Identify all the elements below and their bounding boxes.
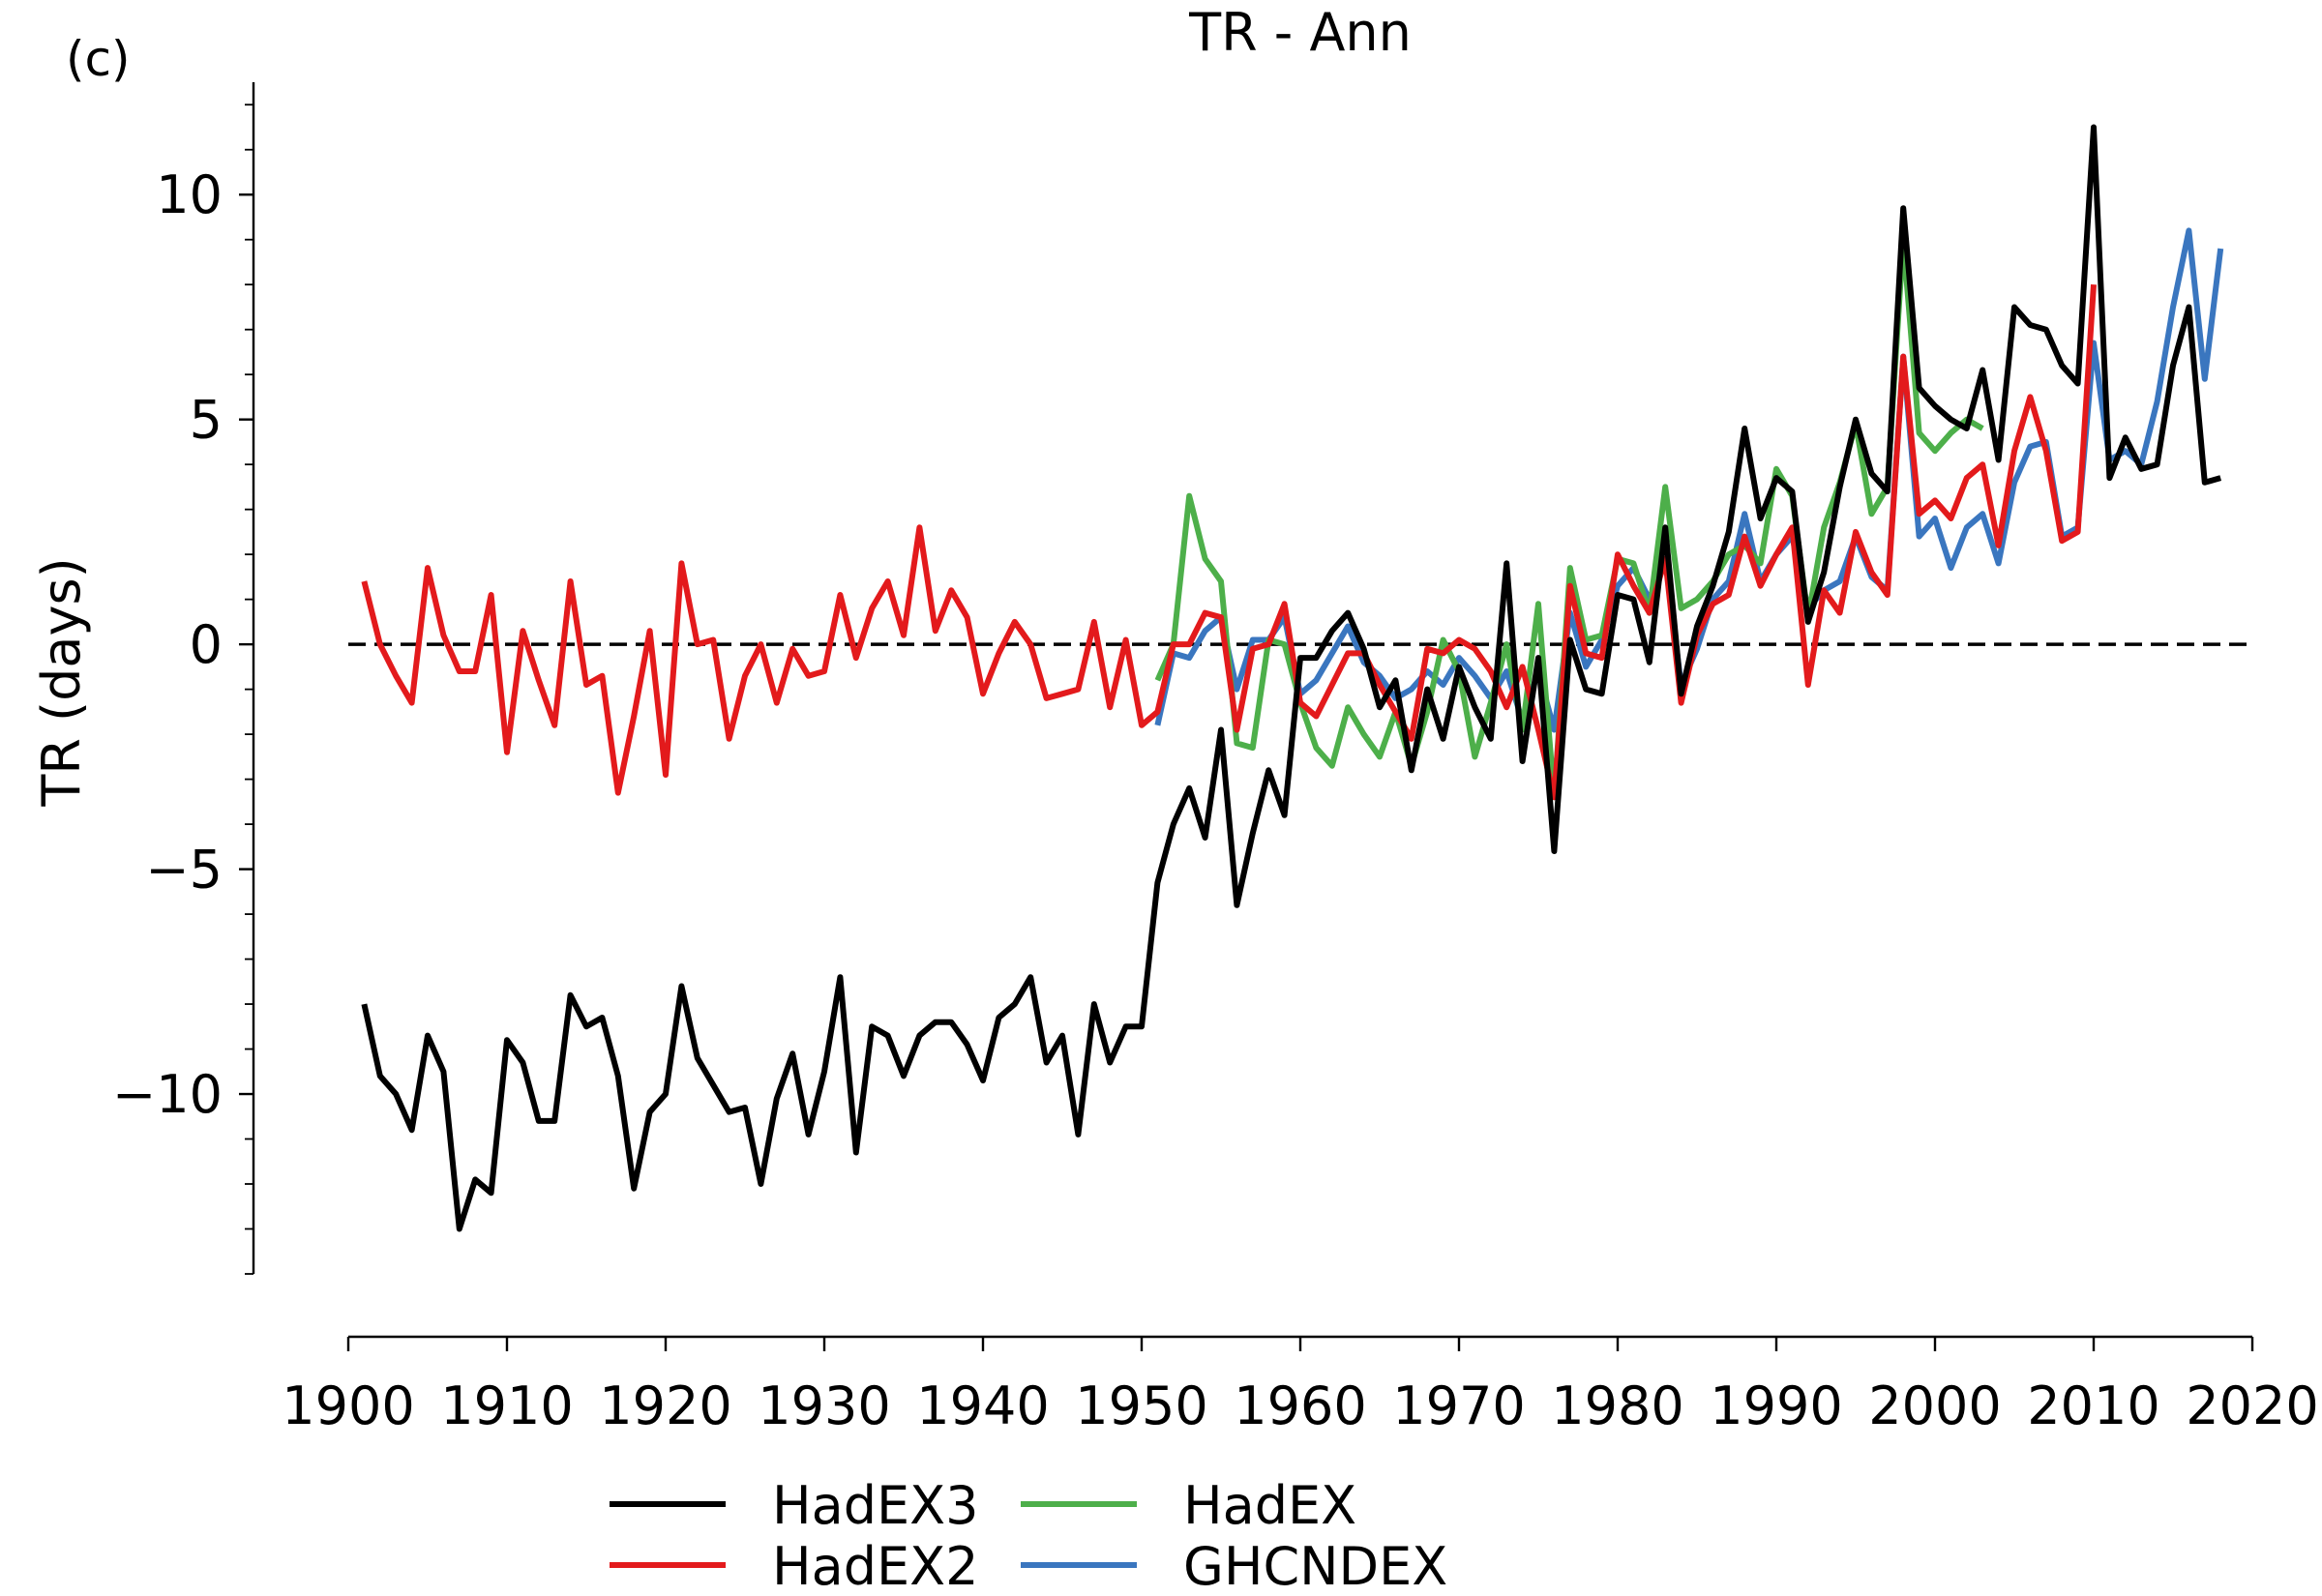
y-tick-label: 10 (156, 164, 223, 225)
x-tick-label: 1920 (599, 1375, 731, 1436)
x-tick-label: 1960 (1234, 1375, 1366, 1436)
x-tick-label: 1990 (1710, 1375, 1842, 1436)
x-tick-label: 1910 (440, 1375, 573, 1436)
y-tick-label: 5 (190, 390, 223, 451)
series-line-hadex (1154, 236, 1984, 801)
legend-label: HadEX3 (772, 1475, 978, 1536)
chart-title: TR - Ann (1188, 2, 1412, 63)
x-tick-label: 2010 (2027, 1375, 2159, 1436)
legend-label: GHCNDEX (1183, 1536, 1447, 1596)
x-tick-label: 1980 (1551, 1375, 1683, 1436)
y-axis: 10 5 0 −5 −10 (112, 82, 255, 1275)
series-lines (361, 124, 2224, 1232)
x-tick-label: 1940 (916, 1375, 1049, 1436)
x-tick-label: 2000 (1868, 1375, 2001, 1436)
x-tick-label: 1930 (758, 1375, 890, 1436)
series-line-hadex2 (361, 284, 2097, 801)
y-tick-label: 0 (190, 614, 223, 675)
x-tick-label: 1950 (1075, 1375, 1207, 1436)
x-tick-label: 2020 (2186, 1375, 2318, 1436)
x-axis: 1900 1910 1920 1930 1940 1950 1960 1970 1980 1990… (282, 1335, 2319, 1436)
panel-label: (c) (66, 31, 131, 87)
y-axis-label: TR (days) (31, 557, 92, 807)
series-line-hadex3 (361, 124, 2222, 1232)
x-tick-label: 1900 (282, 1375, 414, 1436)
y-tick-label: −5 (145, 840, 223, 901)
legend-label: HadEX (1183, 1475, 1356, 1536)
x-tick-label: 1970 (1392, 1375, 1525, 1436)
legend-label: HadEX2 (772, 1536, 978, 1596)
y-tick-label: −10 (112, 1064, 223, 1125)
